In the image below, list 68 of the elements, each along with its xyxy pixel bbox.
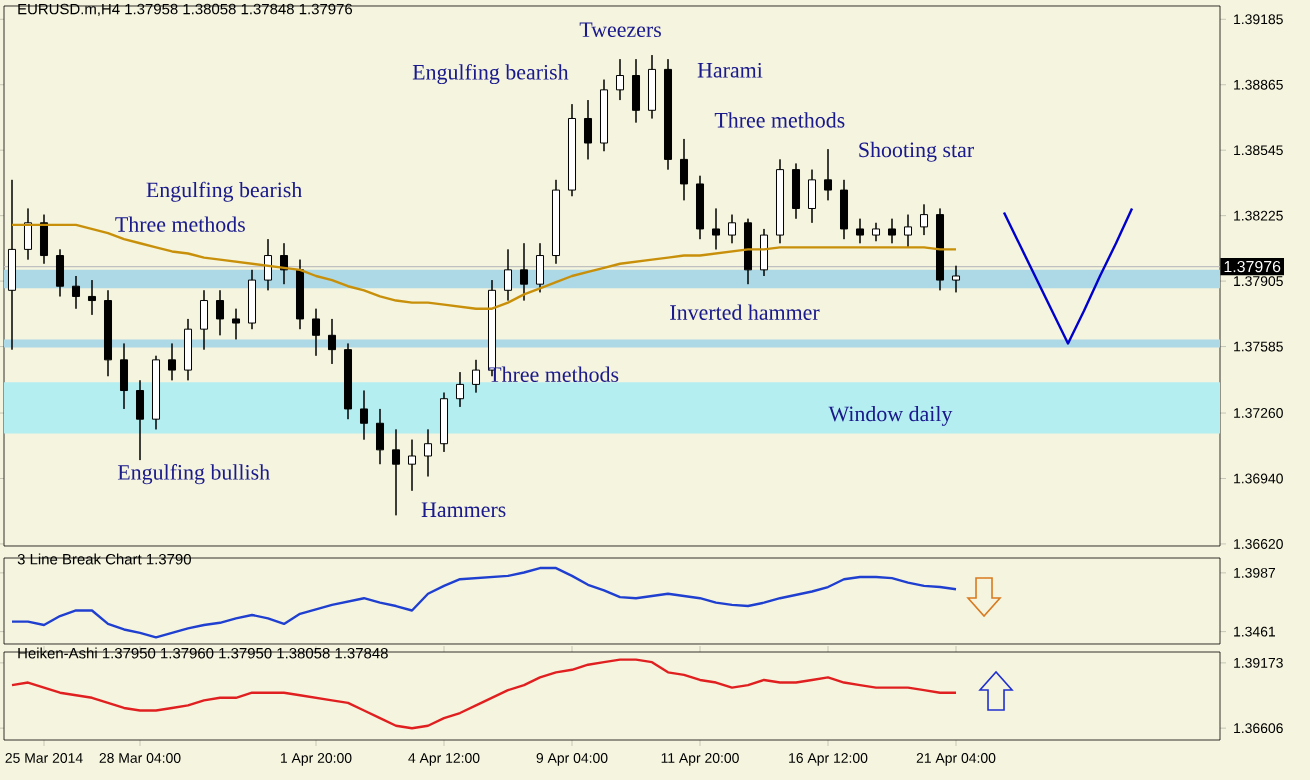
candlestick [471, 359, 481, 394]
candlestick [599, 79, 609, 152]
annotation: Engulfing bullish [117, 464, 270, 485]
candlestick [791, 162, 801, 220]
annotation: Harami [697, 62, 763, 78]
candlestick [311, 308, 321, 357]
candlestick [407, 439, 417, 492]
candlestick [23, 207, 33, 261]
candlestick [423, 428, 433, 477]
candlestick [551, 179, 561, 265]
candlestick [39, 214, 49, 265]
candlestick [87, 279, 97, 316]
candlestick [455, 371, 465, 408]
candlestick [103, 289, 113, 377]
annotation: Three methods [115, 216, 245, 232]
candlestick [439, 392, 449, 453]
candlestick [503, 248, 513, 302]
annotation: Shooting star [859, 141, 974, 162]
candlestick [903, 214, 913, 248]
candlestick [743, 218, 753, 285]
candlestick [55, 248, 65, 297]
candlestick [583, 99, 593, 160]
candlestick [919, 203, 929, 236]
candlestick [183, 318, 193, 381]
candlestick [695, 175, 705, 240]
candlestick [823, 148, 833, 201]
candlestick [151, 355, 161, 430]
candlestick [807, 169, 817, 224]
candlestick [167, 342, 177, 381]
candlestick [775, 158, 785, 244]
candlestick [327, 318, 337, 365]
candlestick [535, 242, 545, 293]
annotation: Three methods [488, 366, 619, 382]
candlestick [711, 207, 721, 250]
candlestick [215, 289, 225, 336]
candlestick [727, 214, 737, 244]
candlestick [647, 54, 657, 119]
candlestick [951, 265, 961, 293]
annotation: Engulfing bearish [146, 181, 302, 202]
annotation: Three methods [714, 112, 845, 128]
candlestick [519, 242, 529, 302]
candlestick [199, 289, 209, 351]
candlestick [631, 58, 641, 124]
candlestick [375, 408, 385, 465]
annotation: Hammers [421, 502, 506, 518]
candlestick [839, 179, 849, 240]
candlestick [119, 342, 129, 410]
candlestick [247, 269, 257, 330]
candlestick [935, 207, 945, 291]
annotation: Engulfing bearish [412, 63, 569, 85]
candlestick [359, 390, 369, 441]
annotation: Window daily [828, 405, 953, 426]
annotation: Inverted hammer [670, 304, 820, 320]
candlestick [855, 218, 865, 244]
candlestick [295, 259, 305, 330]
candlestick [615, 58, 625, 101]
candlestick [391, 428, 401, 516]
candlestick [679, 138, 689, 201]
annotation: Tweezers [579, 22, 661, 38]
candlestick [343, 342, 353, 420]
candlestick [135, 379, 145, 461]
candlestick [887, 218, 897, 244]
candlestick [71, 275, 81, 310]
candlestick [759, 228, 769, 277]
candlestick [663, 58, 673, 171]
candlestick [871, 222, 881, 242]
candlestick [567, 103, 577, 197]
candlestick [231, 308, 241, 340]
